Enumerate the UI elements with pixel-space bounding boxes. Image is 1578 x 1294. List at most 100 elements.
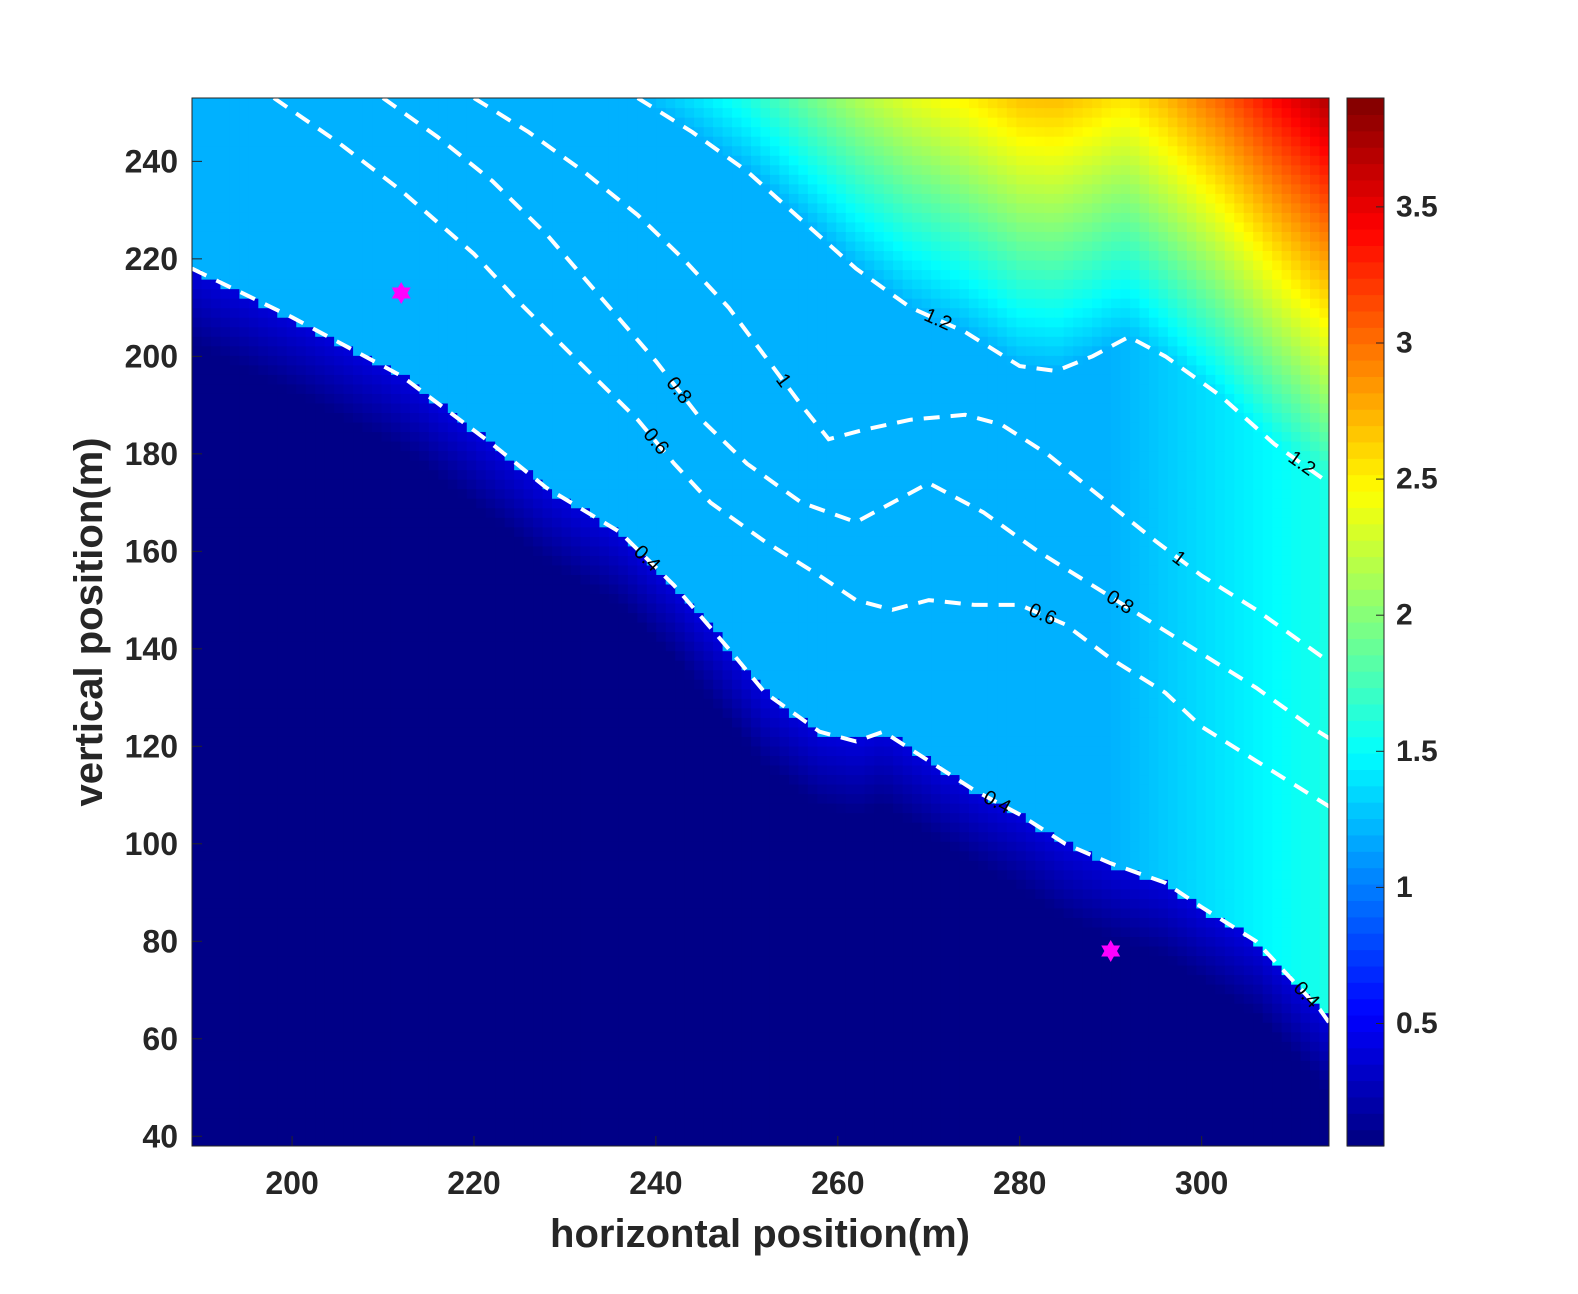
contour-line-0.4 [192, 266, 1329, 1026]
colorbar-segment [1347, 1096, 1384, 1114]
colorbar-segment [1347, 425, 1384, 443]
x-tick-label: 260 [811, 1165, 864, 1201]
y-tick-label: 80 [142, 923, 178, 959]
y-tick-label: 40 [142, 1118, 178, 1154]
colorbar-segment [1347, 753, 1384, 770]
colorbar-segment [1347, 523, 1384, 541]
plot-frame [191, 97, 1330, 1147]
colorbar-segment [1347, 687, 1384, 705]
colorbar-segment [1347, 163, 1384, 181]
colorbar-segment [1347, 671, 1384, 689]
colorbar-segment [1347, 1031, 1384, 1049]
colorbar-segment [1347, 310, 1384, 328]
colorbar-segment [1347, 638, 1384, 656]
colorbar-segment [1347, 507, 1384, 525]
colorbar-segment [1347, 736, 1384, 754]
colorbar-segment [1347, 212, 1384, 230]
colorbar-segment [1347, 703, 1384, 721]
colorbar-segment [1347, 900, 1384, 918]
colorbar-segment [1347, 360, 1384, 377]
colorbar-segment [1347, 834, 1384, 852]
colorbar-segment [1347, 1064, 1384, 1082]
colorbar-segment [1347, 409, 1384, 427]
y-tick-label: 60 [142, 1021, 178, 1057]
colorbar-tick-label: 2.5 [1396, 463, 1438, 496]
colorbar-segment [1347, 769, 1384, 787]
y-tick-label: 240 [125, 143, 178, 179]
star-marker [391, 287, 411, 304]
colorbar-segment [1347, 622, 1384, 639]
colorbar-segment [1347, 605, 1384, 623]
y-tick-label: 140 [125, 631, 178, 667]
y-tick-label: 220 [125, 241, 178, 277]
colorbar-segment [1347, 327, 1384, 345]
x-tick-label: 220 [447, 1165, 500, 1201]
y-tick-label: 200 [125, 338, 178, 374]
y-axis-label: vertical position(m) [67, 438, 111, 807]
y-tick-label: 180 [125, 436, 178, 472]
y-tick-label: 100 [125, 826, 178, 862]
colorbar-segment [1347, 1080, 1384, 1098]
x-tick-label: 200 [265, 1165, 318, 1201]
markers [391, 282, 1121, 962]
colorbar-tick-label: 2 [1396, 599, 1413, 632]
colorbar-segment [1347, 1015, 1384, 1032]
y-axis-ticks: 40 60 80 100 120 140 160 180 200 220 240 [125, 143, 202, 1154]
colorbar-segment [1347, 1113, 1384, 1131]
colorbar-segment [1347, 933, 1384, 951]
colorbar-segment [1347, 130, 1384, 148]
x-tick-label: 280 [993, 1165, 1046, 1201]
colorbar-segment [1347, 982, 1384, 1000]
colorbar-tick-label: 0.5 [1396, 1007, 1438, 1040]
colorbar-tick-label: 3 [1396, 326, 1413, 359]
x-tick-label: 240 [629, 1165, 682, 1201]
star-marker [1101, 945, 1121, 962]
contour-line-0.8 [381, 98, 1329, 741]
x-axis-ticks: 200 220 240 260 280 300 [265, 1136, 1228, 1201]
colorbar-segment [1347, 294, 1384, 312]
colorbar-tick-label: 3.5 [1396, 190, 1438, 223]
colorbar-segment [1347, 491, 1384, 508]
colorbar-segment [1347, 965, 1384, 983]
colorbar-segment [1347, 458, 1384, 476]
colorbar-segment [1347, 114, 1384, 132]
colorbar-segment [1347, 278, 1384, 296]
colorbar-segment [1347, 589, 1384, 607]
colorbar-tick-label: 1.5 [1396, 735, 1438, 768]
colorbar-segment [1347, 179, 1384, 197]
colorbar-segment [1347, 802, 1384, 820]
colorbar-segment [1347, 245, 1384, 263]
colorbar: 0.5 1 1.5 2 2.5 3 3.5 [1346, 97, 1438, 1147]
contour-lines [192, 98, 1329, 1026]
x-tick-label: 300 [1175, 1165, 1228, 1201]
colorbar-segment [1347, 474, 1384, 492]
colorbar-segment [1347, 441, 1384, 459]
colorbar-segment [1347, 540, 1384, 558]
colorbar-segment [1347, 818, 1384, 836]
colorbar-segment [1347, 376, 1384, 394]
colorbar-segment [1347, 654, 1384, 672]
contour-fill [192, 98, 1329, 1146]
colorbar-segment [1347, 1047, 1384, 1065]
y-tick-label: 120 [125, 728, 178, 764]
colorbar-segment [1347, 867, 1384, 885]
colorbar-segment [1347, 720, 1384, 738]
colorbar-segment [1347, 98, 1384, 115]
colorbar-segment [1347, 884, 1384, 901]
colorbar-segment [1347, 196, 1384, 214]
colorbar-segment [1347, 572, 1384, 590]
colorbar-segment [1347, 147, 1384, 165]
colorbar-segment [1347, 998, 1384, 1016]
colorbar-segment [1347, 343, 1384, 361]
y-tick-label: 160 [125, 533, 178, 569]
contour-line-0.6 [272, 98, 1329, 809]
colorbar-segment [1347, 785, 1384, 803]
contour-line-1.2 [636, 98, 1329, 486]
colorbar-segment [1347, 261, 1384, 279]
colorbar-segment [1347, 229, 1384, 246]
colorbar-frame [1346, 97, 1385, 1147]
colorbar-tick-label: 1 [1396, 871, 1413, 904]
colorbar-segment [1347, 1129, 1384, 1147]
x-axis-label: horizontal position(m) [550, 1212, 970, 1256]
